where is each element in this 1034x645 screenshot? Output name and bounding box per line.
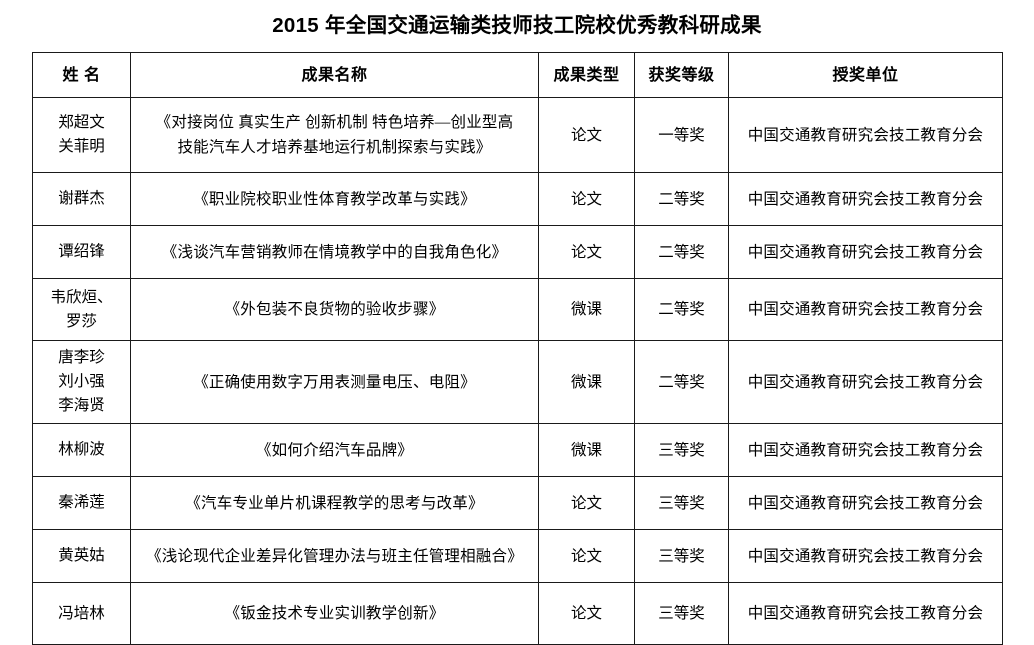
cell-org: 中国交通教育研究会技工教育分会 — [728, 225, 1003, 279]
cell-type: 微课 — [538, 340, 635, 424]
table-row: 谢群杰 《职业院校职业性体育教学改革与实践》 论文 二等奖 中国交通教育研究会技… — [32, 172, 1003, 226]
column-header-level: 获奖等级 — [634, 52, 729, 98]
cell-org: 中国交通教育研究会技工教育分会 — [728, 582, 1003, 645]
cell-name: 韦欣烜、 罗莎 — [32, 278, 131, 341]
column-header-title: 成果名称 — [130, 52, 539, 98]
cell-level: 二等奖 — [634, 225, 729, 279]
table-row: 林柳波 《如何介绍汽车品牌》 微课 三等奖 中国交通教育研究会技工教育分会 — [32, 423, 1003, 477]
column-header-type: 成果类型 — [538, 52, 635, 98]
table-row: 唐李珍 刘小强 李海贤 《正确使用数字万用表测量电压、电阻》 微课 二等奖 中国… — [32, 340, 1003, 424]
cell-name: 秦浠莲 — [32, 476, 131, 530]
cell-type: 论文 — [538, 582, 635, 645]
cell-org: 中国交通教育研究会技工教育分会 — [728, 97, 1003, 173]
results-table: 姓 名 成果名称 成果类型 获奖等级 授奖单位 郑超文 关菲明 《对接岗位 真实… — [32, 52, 1003, 645]
cell-org: 中国交通教育研究会技工教育分会 — [728, 172, 1003, 226]
cell-name: 郑超文 关菲明 — [32, 97, 131, 173]
cell-level: 二等奖 — [634, 172, 729, 226]
cell-org: 中国交通教育研究会技工教育分会 — [728, 340, 1003, 424]
cell-name: 林柳波 — [32, 423, 131, 477]
cell-title: 《如何介绍汽车品牌》 — [130, 423, 539, 477]
cell-title: 《钣金技术专业实训教学创新》 — [130, 582, 539, 645]
cell-title: 《职业院校职业性体育教学改革与实践》 — [130, 172, 539, 226]
cell-name: 唐李珍 刘小强 李海贤 — [32, 340, 131, 424]
cell-type: 论文 — [538, 476, 635, 530]
cell-title: 《浅谈汽车营销教师在情境教学中的自我角色化》 — [130, 225, 539, 279]
cell-level: 三等奖 — [634, 476, 729, 530]
cell-name: 谭绍锋 — [32, 225, 131, 279]
cell-level: 三等奖 — [634, 423, 729, 477]
cell-name: 谢群杰 — [32, 172, 131, 226]
table-row: 郑超文 关菲明 《对接岗位 真实生产 创新机制 特色培养—创业型高 技能汽车人才… — [32, 97, 1003, 173]
table-row: 谭绍锋 《浅谈汽车营销教师在情境教学中的自我角色化》 论文 二等奖 中国交通教育… — [32, 225, 1003, 279]
cell-type: 论文 — [538, 172, 635, 226]
cell-title: 《对接岗位 真实生产 创新机制 特色培养—创业型高 技能汽车人才培养基地运行机制… — [130, 97, 539, 173]
cell-org: 中国交通教育研究会技工教育分会 — [728, 423, 1003, 477]
table-header-row: 姓 名 成果名称 成果类型 获奖等级 授奖单位 — [32, 52, 1003, 98]
table-row: 冯培林 《钣金技术专业实训教学创新》 论文 三等奖 中国交通教育研究会技工教育分… — [32, 582, 1003, 645]
table-header: 姓 名 成果名称 成果类型 获奖等级 授奖单位 — [32, 52, 1003, 98]
cell-name: 黄英姑 — [32, 529, 131, 583]
column-header-org: 授奖单位 — [728, 52, 1003, 98]
cell-title: 《浅论现代企业差异化管理办法与班主任管理相融合》 — [130, 529, 539, 583]
cell-level: 一等奖 — [634, 97, 729, 173]
cell-type: 论文 — [538, 529, 635, 583]
cell-type: 微课 — [538, 423, 635, 477]
column-header-name: 姓 名 — [32, 52, 131, 98]
cell-type: 微课 — [538, 278, 635, 341]
cell-type: 论文 — [538, 225, 635, 279]
cell-org: 中国交通教育研究会技工教育分会 — [728, 278, 1003, 341]
cell-org: 中国交通教育研究会技工教育分会 — [728, 529, 1003, 583]
cell-title: 《汽车专业单片机课程教学的思考与改革》 — [130, 476, 539, 530]
cell-level: 二等奖 — [634, 340, 729, 424]
cell-type: 论文 — [538, 97, 635, 173]
results-table-container: 姓 名 成果名称 成果类型 获奖等级 授奖单位 郑超文 关菲明 《对接岗位 真实… — [32, 52, 1003, 645]
cell-name: 冯培林 — [32, 582, 131, 645]
cell-title: 《外包装不良货物的验收步骤》 — [130, 278, 539, 341]
table-row: 韦欣烜、 罗莎 《外包装不良货物的验收步骤》 微课 二等奖 中国交通教育研究会技… — [32, 278, 1003, 341]
cell-level: 三等奖 — [634, 582, 729, 645]
page-title: 2015 年全国交通运输类技师技工院校优秀教科研成果 — [272, 14, 762, 37]
cell-org: 中国交通教育研究会技工教育分会 — [728, 476, 1003, 530]
cell-level: 三等奖 — [634, 529, 729, 583]
cell-title: 《正确使用数字万用表测量电压、电阻》 — [130, 340, 539, 424]
cell-level: 二等奖 — [634, 278, 729, 341]
table-row: 秦浠莲 《汽车专业单片机课程教学的思考与改革》 论文 三等奖 中国交通教育研究会… — [32, 476, 1003, 530]
table-body: 郑超文 关菲明 《对接岗位 真实生产 创新机制 特色培养—创业型高 技能汽车人才… — [32, 97, 1003, 645]
table-row: 黄英姑 《浅论现代企业差异化管理办法与班主任管理相融合》 论文 三等奖 中国交通… — [32, 529, 1003, 583]
